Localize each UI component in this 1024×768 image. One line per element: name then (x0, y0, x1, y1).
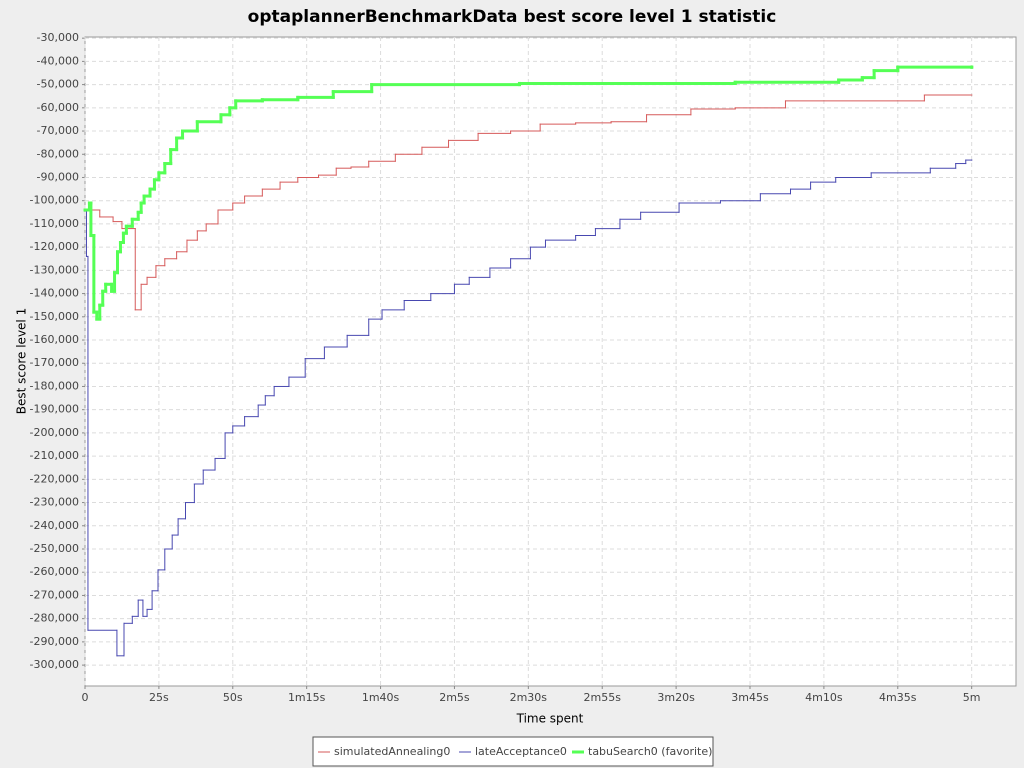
y-tick-label: -70,000 (37, 124, 79, 137)
y-tick-label: -210,000 (30, 449, 79, 462)
y-tick-label: -250,000 (30, 542, 79, 555)
y-tick-label: -290,000 (30, 635, 79, 648)
y-tick-label: -80,000 (37, 147, 79, 160)
x-tick-label: 2m5s (439, 691, 470, 704)
y-tick-label: -170,000 (30, 356, 79, 369)
x-tick-label: 5m (963, 691, 981, 704)
plot-area (84, 36, 1017, 687)
y-tick-label: -300,000 (30, 658, 79, 671)
y-tick-label: -280,000 (30, 612, 79, 625)
x-tick-label: 4m35s (879, 691, 917, 704)
x-tick-label: 2m55s (583, 691, 621, 704)
y-tick-label: -180,000 (30, 379, 79, 392)
x-tick-label: 3m20s (657, 691, 695, 704)
legend-box (312, 736, 714, 767)
x-tick-label: 0 (82, 691, 89, 704)
y-tick-label: -40,000 (37, 54, 79, 67)
x-tick-label: 1m15s (288, 691, 326, 704)
x-tick-label: 1m40s (362, 691, 400, 704)
y-tick-label: -240,000 (30, 519, 79, 532)
x-tick-label: 50s (223, 691, 243, 704)
y-tick-label: -120,000 (30, 240, 79, 253)
chart-title: optaplannerBenchmarkData best score leve… (248, 7, 777, 27)
x-tick-label: 4m10s (805, 691, 843, 704)
x-tick-label: 3m45s (731, 691, 769, 704)
y-tick-label: -190,000 (30, 403, 79, 416)
y-tick-label: -140,000 (30, 287, 79, 300)
y-tick-label: -90,000 (37, 170, 79, 183)
y-tick-label: -30,000 (37, 31, 79, 44)
y-tick-label: -60,000 (37, 101, 79, 114)
y-tick-label: -260,000 (30, 565, 79, 578)
y-tick-label: -230,000 (30, 496, 79, 509)
x-tick-label: 2m30s (510, 691, 548, 704)
x-axis-label: Time spent (516, 712, 584, 726)
y-tick-label: -220,000 (30, 472, 79, 485)
y-tick-label: -160,000 (30, 333, 79, 346)
y-tick-label: -200,000 (30, 426, 79, 439)
y-tick-label: -130,000 (30, 263, 79, 276)
legend-label: simulatedAnnealing0 (334, 745, 450, 758)
x-tick-label: 25s (149, 691, 169, 704)
y-tick-label: -100,000 (30, 194, 79, 207)
y-tick-label: -50,000 (37, 78, 79, 91)
legend-label: tabuSearch0 (favorite) (588, 745, 712, 758)
legend-label: lateAcceptance0 (475, 745, 567, 758)
y-axis-label: Best score level 1 (15, 308, 29, 414)
y-tick-label: -150,000 (30, 310, 79, 323)
y-tick-label: -270,000 (30, 588, 79, 601)
y-tick-label: -110,000 (30, 217, 79, 230)
